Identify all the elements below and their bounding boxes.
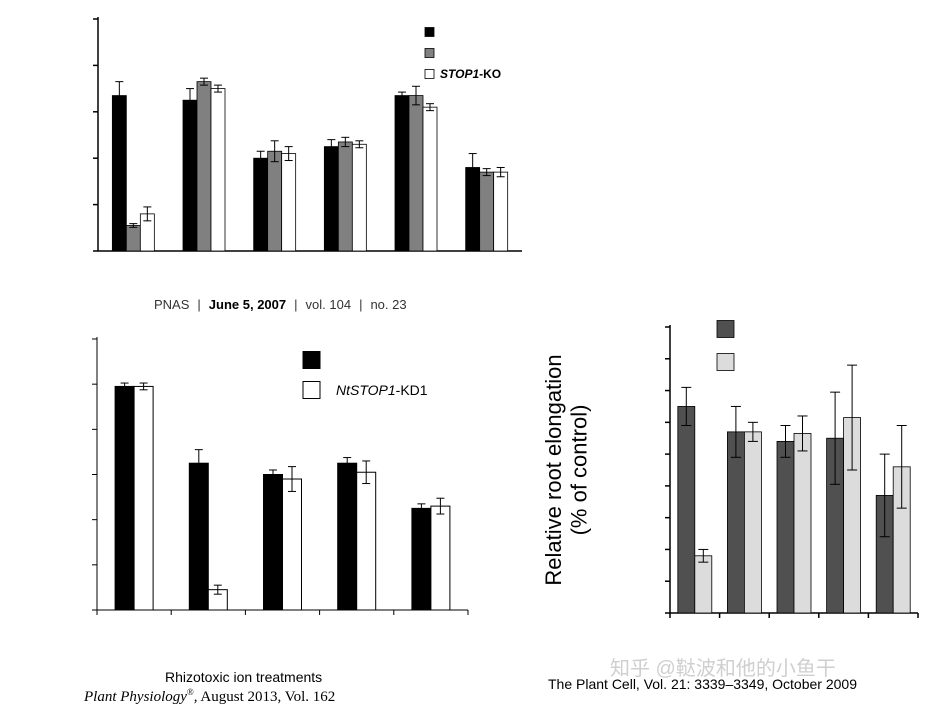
citation-details: , August 2013, Vol. 162 — [193, 689, 336, 705]
chart-2-plant-physiology: NtSTOP1-KD1 — [92, 337, 469, 615]
bar — [351, 143, 367, 252]
legend-swatch — [302, 381, 321, 399]
legend-label: STOP1-KO — [440, 67, 501, 81]
bar — [188, 462, 209, 611]
citation-journal: PNAS — [154, 297, 190, 312]
legend-swatch — [424, 27, 435, 37]
bar — [267, 150, 283, 252]
legend-swatch — [716, 320, 735, 338]
y-axis-label-units: (% of control) — [566, 405, 591, 536]
bar — [125, 225, 141, 252]
chart-2-citation: Plant Physiology®, August 2013, Vol. 162 — [84, 687, 336, 705]
legend-swatch — [302, 351, 321, 369]
citation-volume: vol. 104 — [305, 297, 352, 312]
bar — [411, 507, 432, 611]
bar — [337, 141, 353, 252]
bar — [111, 95, 127, 252]
bar — [479, 171, 495, 252]
bar — [422, 106, 438, 252]
bar — [356, 471, 377, 611]
bar — [726, 431, 745, 614]
bar — [394, 95, 410, 252]
bar — [210, 88, 226, 252]
citation-date: June 5, 2007 — [208, 297, 287, 312]
bar — [694, 555, 713, 614]
chart-3-citation: The Plant Cell, Vol. 21: 3339–3349, Octo… — [548, 676, 857, 692]
chart-1-pnas: STOP1-KO — [93, 17, 522, 252]
y-axis-label: Relative root elongation — [541, 354, 566, 585]
bar — [337, 462, 358, 611]
bar — [114, 385, 135, 611]
citation-journal: Plant Physiology — [84, 689, 187, 705]
watermark: 知乎 @鞑波和他的小鱼干 — [610, 658, 836, 680]
legend-swatch — [424, 48, 435, 58]
chart-1-citation: PNAS | June 5, 2007 | vol. 104 | no. 23 — [154, 297, 407, 312]
citation-issue: no. 23 — [370, 297, 407, 312]
chart-2-xlabel: Rhizotoxic ion treatments — [165, 669, 323, 685]
bar — [281, 153, 297, 252]
bar — [282, 478, 302, 611]
bar — [493, 171, 509, 252]
bar — [323, 146, 339, 252]
bar — [263, 474, 283, 611]
bar — [253, 157, 269, 252]
legend-swatch — [716, 353, 735, 371]
bar — [776, 440, 795, 614]
bar — [677, 406, 696, 614]
bar — [408, 95, 424, 252]
legend-swatch — [424, 69, 435, 79]
bar — [743, 431, 762, 614]
bar — [793, 433, 812, 614]
legend-label: NtSTOP1-KD1 — [336, 382, 428, 398]
bar — [133, 385, 154, 611]
chart-3-plant-cell: Relative root elongation (% of control) — [541, 320, 919, 618]
bar — [430, 505, 451, 611]
bar — [196, 81, 212, 252]
bar — [182, 99, 198, 252]
